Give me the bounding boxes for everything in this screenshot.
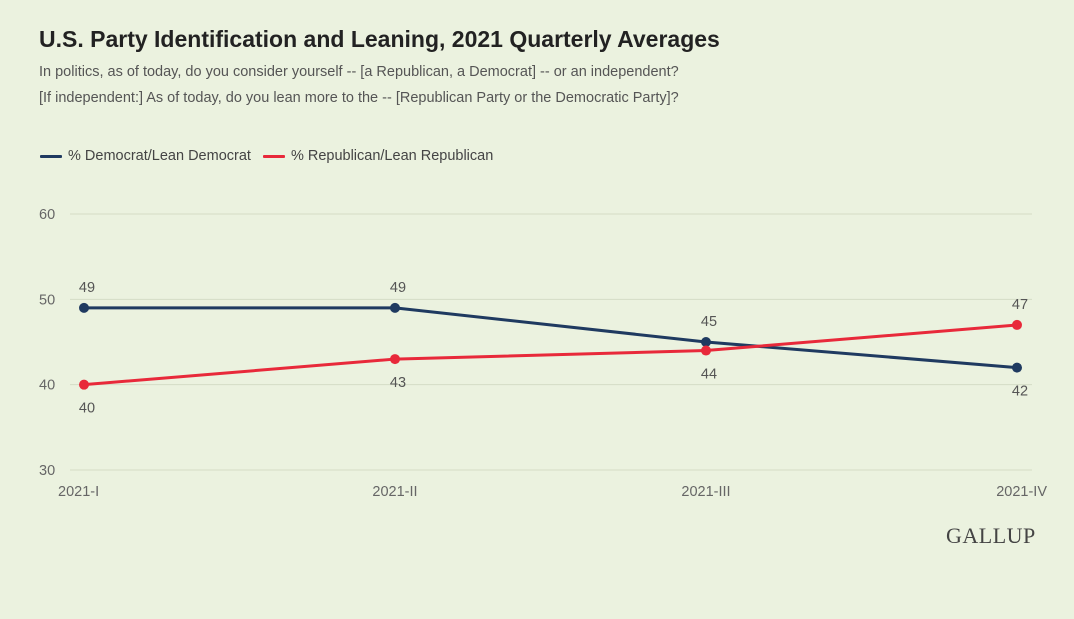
series-line-republican [82,323,1019,387]
y-tick-label: 30 [39,463,55,479]
data-point-republican [79,379,89,390]
chart-subtitle-line-2: [If independent:] As of today, do you le… [39,90,679,106]
x-tick-label: 2021-I [58,484,99,500]
gallup-logo: GALLUP [946,523,1036,548]
data-point-democrat [1012,362,1022,373]
legend-swatch-democrat [40,154,62,158]
data-label-republican: 43 [390,375,406,391]
data-point-republican [701,345,711,356]
legend-swatch-republican [262,154,285,158]
data-point-republican [1012,319,1022,330]
data-label-democrat: 49 [390,280,406,296]
series-line-democrat [82,306,1019,370]
x-tick-label: 2021-IV [996,484,1047,500]
y-tick-label: 40 [39,378,55,394]
legend-item-republican: % Republican/Lean Republican [262,148,494,164]
y-tick-label: 50 [39,292,55,308]
data-point-democrat [390,302,400,313]
chart-legend: % Democrat/Lean Democrat % Republican/Le… [40,148,505,164]
data-label-republican: 44 [701,367,717,383]
legend-label-democrat: % Democrat/Lean Democrat [68,148,251,164]
data-point-democrat [79,302,89,313]
data-point-republican [390,354,400,365]
data-label-republican: 40 [79,401,95,417]
data-point-democrat [701,337,711,347]
data-label-democrat: 49 [79,280,95,296]
chart-title: U.S. Party Identification and Leaning, 2… [39,26,720,52]
legend-label-republican: % Republican/Lean Republican [290,148,494,164]
y-tick-label: 60 [39,207,55,223]
x-tick-label: 2021-III [681,484,730,500]
data-label-democrat: 45 [701,314,717,330]
data-label-democrat: 42 [1012,384,1028,400]
chart-subtitle-line-1: In politics, as of today, do you conside… [39,64,679,80]
x-tick-label: 2021-II [372,484,417,500]
legend-item-democrat: % Democrat/Lean Democrat [40,148,251,164]
data-label-republican: 47 [1012,297,1028,313]
